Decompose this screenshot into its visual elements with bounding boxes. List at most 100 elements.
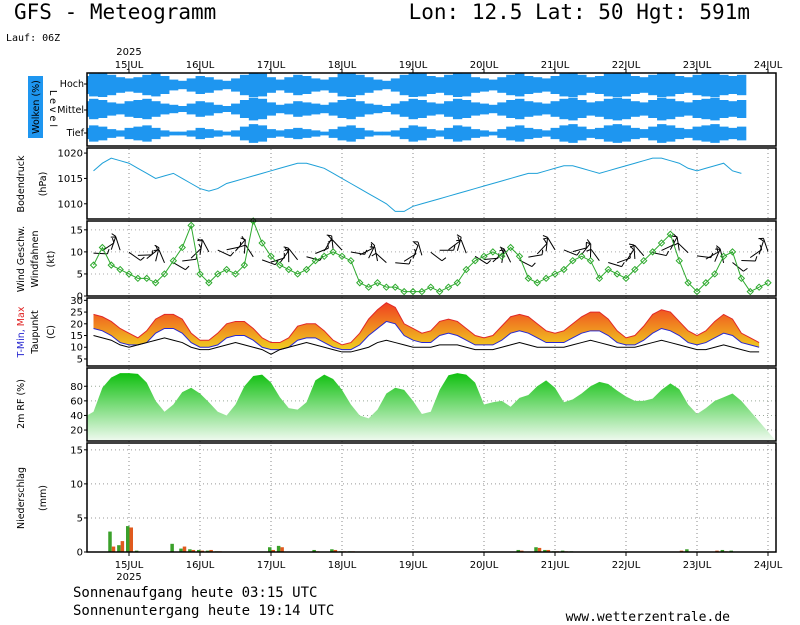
- cloud-cell-low: [728, 127, 738, 140]
- cloud-cell-low: [195, 127, 205, 140]
- wind-ylabel: Wind Geschw.: [16, 226, 27, 292]
- wind-barb: [332, 239, 343, 251]
- wind-barb: [199, 240, 203, 255]
- cloud-cell-high: [426, 76, 436, 94]
- cloud-cell-high: [124, 78, 134, 92]
- cloud-cell-low: [621, 125, 631, 142]
- wind-speed-point: [249, 217, 257, 225]
- cloud-cell-mid: [719, 100, 729, 118]
- cloud-cell-mid: [408, 98, 418, 120]
- wind-barb: [714, 248, 721, 262]
- cloud-cell-mid: [452, 98, 463, 120]
- wind-barb-flag: [586, 248, 592, 252]
- cloud-cell-low: [577, 126, 587, 141]
- cloud-cell-low: [319, 131, 330, 136]
- wind-barb: [146, 249, 158, 260]
- cloud-cell-mid: [541, 103, 552, 115]
- cloud-cell-mid: [736, 100, 747, 118]
- precip-total-bar: [543, 549, 547, 552]
- rh-tick-label: 60: [70, 396, 83, 407]
- cloud-cell-low: [408, 125, 418, 142]
- wind-barb: [368, 245, 376, 259]
- wind-barb-flag: [585, 241, 591, 245]
- cloud-cell-high: [550, 76, 560, 94]
- precip-conv-bar: [191, 549, 196, 552]
- precip-conv-bar: [111, 546, 116, 552]
- chart-panels: [87, 73, 776, 552]
- wind-speed-point: [196, 270, 204, 278]
- wind-barb: [395, 262, 410, 265]
- wind-speed-point: [143, 274, 151, 283]
- cloud-cell-high: [186, 78, 197, 92]
- cloud-cell-high: [559, 73, 569, 97]
- wind-barb: [243, 239, 246, 254]
- cloud-cell-high: [275, 79, 285, 91]
- cloud-cell-low: [239, 126, 250, 141]
- wind-speed-point: [719, 252, 728, 261]
- cloud-cell-high: [115, 77, 126, 93]
- wind-barb: [412, 245, 419, 259]
- cloud-cell-high: [532, 77, 543, 93]
- wind-barb: [625, 249, 635, 262]
- cloud-cell-mid: [630, 101, 640, 117]
- wind-speed-point: [435, 287, 444, 296]
- cloud-cell-high: [284, 77, 294, 93]
- cloud-cell-low: [479, 130, 489, 137]
- cloud-cell-mid: [701, 98, 711, 120]
- cloud-cell-mid: [506, 100, 516, 118]
- cloud-cell-mid: [231, 103, 241, 115]
- precip-total-bar: [197, 549, 201, 552]
- wind-speed-point: [453, 279, 462, 287]
- wind-speed-point: [169, 256, 178, 265]
- wind-barb-flag: [283, 246, 289, 249]
- precip-total-bar: [108, 531, 112, 552]
- cloud-cell-high: [594, 76, 605, 94]
- cloud-cell-low: [293, 127, 303, 140]
- cloud-cell-mid: [674, 101, 685, 117]
- cloud-cell-mid: [390, 103, 401, 115]
- wind-barb-flag: [743, 267, 748, 272]
- cloud-cell-mid: [319, 104, 330, 114]
- day-label-top: 17JUL: [257, 60, 286, 71]
- cloud-cell-low: [683, 129, 694, 138]
- day-label-bottom: 16JUL: [186, 560, 215, 571]
- cloud-cell-low: [124, 127, 134, 140]
- wind-barb: [315, 247, 329, 254]
- cloud-cell-high: [160, 76, 170, 94]
- wind-tick-label: 15: [70, 225, 83, 236]
- wind-speed-point: [657, 239, 666, 247]
- wind-speed-point: [640, 256, 648, 265]
- precip-total-bar: [188, 549, 192, 552]
- cloud-cell-low: [435, 130, 445, 137]
- wind-barb: [173, 262, 186, 271]
- cloud-cell-mid: [133, 100, 143, 118]
- wind-barb-flag: [499, 249, 505, 252]
- temperature-frame: [86, 297, 777, 367]
- day-label-bottom: 22JUL: [612, 560, 641, 571]
- temp-unit: (C): [46, 325, 57, 339]
- cloud-cell-high: [444, 74, 454, 96]
- cloud-cell-low: [559, 125, 569, 142]
- pressure-tick-label: 1020: [58, 149, 83, 160]
- cloud-cell-high: [435, 77, 445, 93]
- cloud-cell-low: [692, 126, 702, 141]
- wind-barb-flag: [111, 233, 117, 237]
- wind-barb-flag: [413, 242, 419, 246]
- cloud-cell-mid: [186, 103, 197, 115]
- cloud-cell-low: [674, 127, 685, 140]
- cloud-cell-high: [692, 74, 702, 96]
- wind-barb-flag: [197, 239, 203, 242]
- wind-barb: [448, 240, 460, 251]
- cloud-cell-mid: [612, 97, 623, 121]
- temp-max-label: Max: [16, 306, 27, 329]
- sunrise-text: Sonnenaufgang heute 03:15 UTC: [73, 585, 318, 601]
- cloud-cell-low: [719, 126, 729, 141]
- wind-barb: [430, 251, 443, 262]
- cloud-ylabel: Wolken (%): [31, 80, 42, 134]
- cloud-cell-low: [231, 130, 241, 137]
- wind-speed-point: [675, 256, 683, 265]
- wind-barb: [719, 249, 725, 263]
- cloud-cell-mid: [106, 102, 117, 116]
- cloud-cell-mid: [479, 103, 489, 115]
- cloud-cell-mid: [665, 98, 676, 120]
